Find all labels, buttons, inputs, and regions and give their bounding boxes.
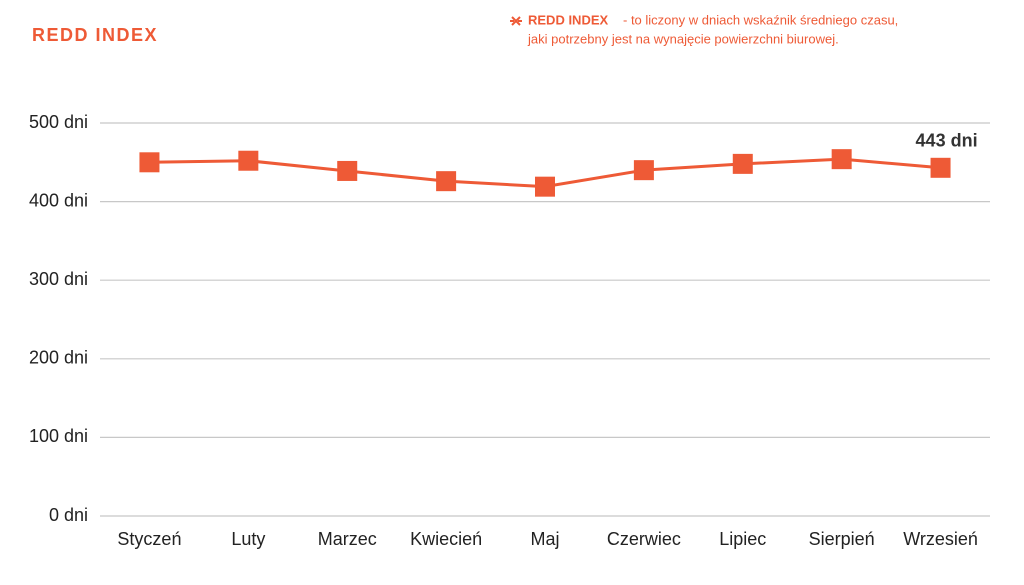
marker [930,157,951,178]
marker [831,149,852,170]
y-tick-label: 200 dni [29,348,88,368]
marker [436,171,457,192]
y-tick-label: 0 dni [49,505,88,525]
marker [732,153,753,174]
marker [633,160,654,181]
marker [535,176,555,197]
x-tick-label: Wrzesień [903,529,978,549]
x-tick-label: Czerwiec [607,529,681,549]
y-tick-label: 500 dni [29,112,88,132]
x-tick-label: Sierpień [809,529,875,549]
note-line: - to liczony w dniach wskaźnik średniego… [623,12,898,27]
x-tick-label: Marzec [318,529,377,549]
x-tick-label: Lipiec [719,529,766,549]
marker [238,150,259,171]
x-tick-label: Maj [530,529,559,549]
note-line: jaki potrzebny jest na wynajęcie powierz… [527,31,839,46]
x-tick-label: Styczeń [117,529,181,549]
y-tick-label: 100 dni [29,426,88,446]
y-tick-label: 400 dni [29,190,88,210]
marker [139,152,160,173]
x-tick-label: Luty [231,529,265,549]
chart-title: REDD INDEX [32,25,158,45]
legend-label: REDD INDEX [528,12,609,27]
y-tick-label: 300 dni [29,269,88,289]
x-tick-label: Kwiecień [410,529,482,549]
legend-icon [510,16,522,26]
marker [337,160,358,181]
data-label: 443 dni [916,131,978,151]
legend: REDD INDEX - to liczony w dniach wskaźni… [510,12,898,46]
